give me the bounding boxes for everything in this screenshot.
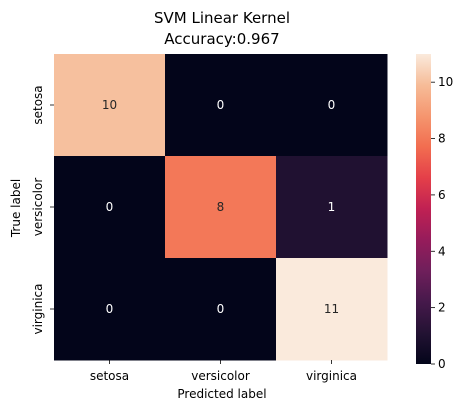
heatmap-cell-versicolor-versicolor xyxy=(165,156,277,259)
colorbar-tick-label: 8 xyxy=(438,132,446,146)
heatmap-cell-setosa-versicolor xyxy=(165,54,277,157)
cell-value-versicolor-virginica: 1 xyxy=(328,200,336,214)
heatmap-cell-setosa-virginica xyxy=(276,54,388,157)
cell-value-setosa-versicolor: 0 xyxy=(217,98,225,112)
heatmap-cell-versicolor-virginica xyxy=(276,156,388,259)
colorbar-ticks: 0 2 4 6 8 10 xyxy=(431,75,453,371)
cell-value-virginica-setosa: 0 xyxy=(106,302,114,316)
y-axis-label: True label xyxy=(9,179,23,238)
y-tick-label-setosa: setosa xyxy=(31,85,45,124)
heatmap-cell-versicolor-setosa xyxy=(54,156,166,259)
cell-value-virginica-virginica: 11 xyxy=(324,302,339,316)
heatmap-cell-virginica-versicolor xyxy=(165,258,277,361)
y-tick-label-virginica: virginica xyxy=(31,284,45,335)
x-tick-label-virginica: virginica xyxy=(306,369,357,383)
colorbar xyxy=(416,54,431,364)
y-tick-label-versicolor: versicolor xyxy=(31,178,45,237)
colorbar-tick-label: 6 xyxy=(438,188,446,202)
colorbar-tick-label: 2 xyxy=(438,301,446,315)
chart-subtitle: Accuracy:0.967 xyxy=(164,30,279,48)
x-tick-label-versicolor: versicolor xyxy=(191,369,250,383)
x-axis-ticks: setosa versicolor virginica xyxy=(90,360,357,383)
colorbar-tick-label: 10 xyxy=(438,75,453,89)
heatmap-cell-virginica-setosa xyxy=(54,258,166,361)
heatmap-cell-virginica-virginica xyxy=(276,258,388,361)
cell-value-versicolor-versicolor: 8 xyxy=(217,200,225,214)
cell-value-versicolor-setosa: 0 xyxy=(106,200,114,214)
cell-value-setosa-setosa: 10 xyxy=(102,98,117,112)
x-axis-label: Predicted label xyxy=(177,387,266,401)
chart-title: SVM Linear Kernel xyxy=(154,9,290,27)
cell-labels: 10 0 00 8 10 0 11 xyxy=(102,98,339,316)
x-tick-label-setosa: setosa xyxy=(90,369,129,383)
colorbar-tick-label: 4 xyxy=(438,244,446,258)
y-axis-ticks: setosa versicolor virginica xyxy=(31,85,54,335)
cell-value-setosa-virginica: 0 xyxy=(328,98,336,112)
heatmap-cells xyxy=(54,54,388,361)
heatmap-cell-setosa-setosa xyxy=(54,54,166,157)
cell-value-virginica-versicolor: 0 xyxy=(217,302,225,316)
colorbar-tick-label: 0 xyxy=(438,357,446,371)
